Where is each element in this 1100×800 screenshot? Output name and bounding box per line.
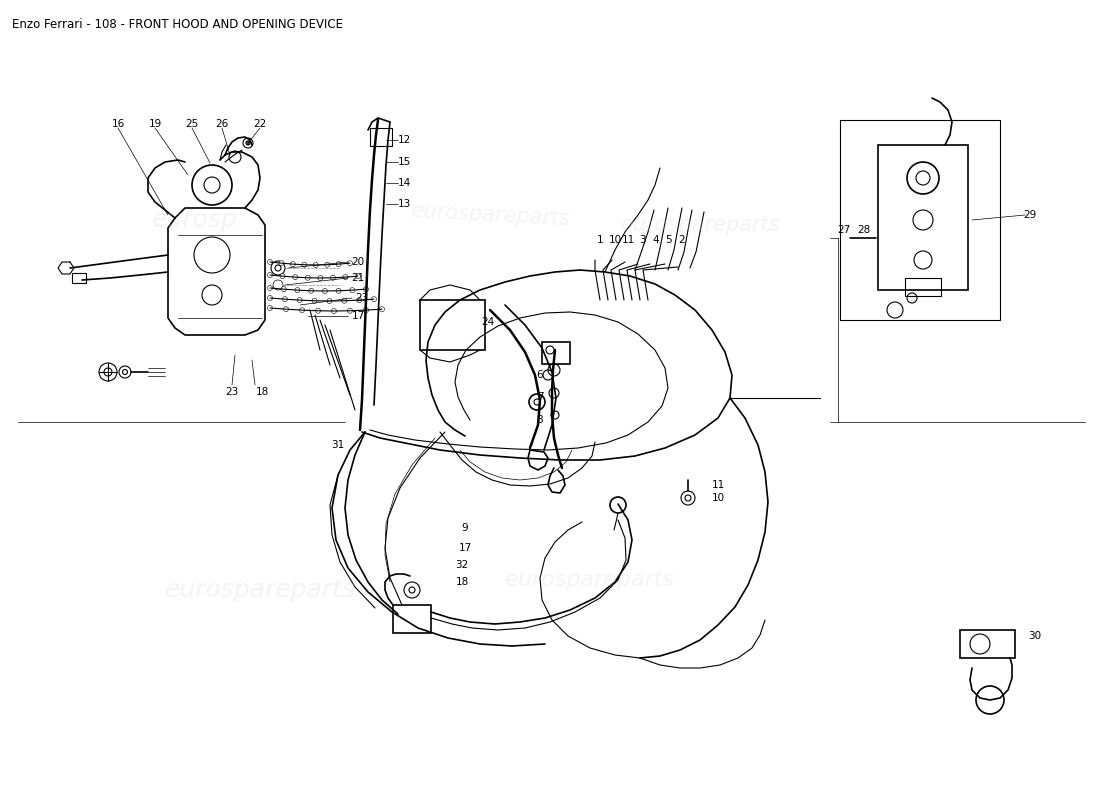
Bar xyxy=(72,273,86,283)
Circle shape xyxy=(301,262,307,267)
Circle shape xyxy=(295,288,300,293)
Text: 6: 6 xyxy=(537,370,543,380)
Text: 11: 11 xyxy=(621,235,635,245)
Text: 29: 29 xyxy=(1023,210,1036,220)
Bar xyxy=(878,145,968,290)
Circle shape xyxy=(282,286,286,292)
Circle shape xyxy=(267,295,273,301)
Text: 5: 5 xyxy=(664,235,671,245)
Circle shape xyxy=(299,308,305,313)
Circle shape xyxy=(312,298,317,303)
Circle shape xyxy=(280,274,285,278)
Circle shape xyxy=(305,275,310,280)
Text: 9: 9 xyxy=(462,523,469,533)
Circle shape xyxy=(267,273,273,278)
Text: 3: 3 xyxy=(639,235,646,245)
Circle shape xyxy=(356,298,362,302)
Text: 20: 20 xyxy=(351,257,364,267)
Text: 18: 18 xyxy=(255,387,268,397)
Circle shape xyxy=(348,261,352,266)
Circle shape xyxy=(350,288,355,293)
Text: eurospareparts: eurospareparts xyxy=(165,578,355,602)
Text: 11: 11 xyxy=(712,480,725,490)
Bar xyxy=(420,300,485,350)
Bar xyxy=(840,120,1000,320)
Circle shape xyxy=(348,308,352,314)
Text: eurospareparts: eurospareparts xyxy=(505,570,675,590)
Bar xyxy=(542,342,570,364)
Bar xyxy=(960,630,1015,658)
Circle shape xyxy=(322,289,328,294)
Circle shape xyxy=(363,286,368,292)
Text: 32: 32 xyxy=(455,560,469,570)
Circle shape xyxy=(316,308,320,314)
Circle shape xyxy=(327,298,332,303)
Circle shape xyxy=(372,297,376,302)
Text: 21: 21 xyxy=(351,273,364,283)
Text: 19: 19 xyxy=(148,119,162,129)
Circle shape xyxy=(293,274,298,280)
Circle shape xyxy=(337,288,341,294)
Circle shape xyxy=(342,298,346,303)
Text: 1: 1 xyxy=(596,235,603,245)
Circle shape xyxy=(331,309,337,314)
Circle shape xyxy=(337,262,341,266)
Circle shape xyxy=(284,306,288,312)
Circle shape xyxy=(379,306,385,312)
Bar xyxy=(370,128,392,146)
Text: 24: 24 xyxy=(482,317,495,327)
Text: 17: 17 xyxy=(351,311,364,321)
Circle shape xyxy=(355,274,361,278)
Text: 27: 27 xyxy=(837,225,850,235)
Text: 12: 12 xyxy=(397,135,410,145)
Circle shape xyxy=(318,275,322,281)
Circle shape xyxy=(309,288,313,294)
Circle shape xyxy=(246,141,250,145)
Text: 23: 23 xyxy=(226,387,239,397)
Text: 31: 31 xyxy=(331,440,344,450)
Circle shape xyxy=(267,306,273,310)
Text: 17: 17 xyxy=(459,543,472,553)
Text: 7: 7 xyxy=(537,392,543,402)
Text: 14: 14 xyxy=(397,178,410,188)
Text: 23: 23 xyxy=(355,293,368,303)
Text: 8: 8 xyxy=(537,415,543,425)
Text: 25: 25 xyxy=(186,119,199,129)
Circle shape xyxy=(290,262,296,266)
Circle shape xyxy=(279,261,284,266)
Circle shape xyxy=(343,274,348,280)
Text: 2: 2 xyxy=(679,235,685,245)
Text: 10: 10 xyxy=(712,493,725,503)
Text: 26: 26 xyxy=(216,119,229,129)
Circle shape xyxy=(314,262,318,267)
Circle shape xyxy=(330,275,336,280)
Circle shape xyxy=(267,259,273,265)
Bar xyxy=(905,278,940,296)
Text: 16: 16 xyxy=(111,119,124,129)
Text: 22: 22 xyxy=(253,119,266,129)
Circle shape xyxy=(297,298,302,302)
Text: eurosp: eurosp xyxy=(152,208,238,232)
Text: eurospareparts: eurospareparts xyxy=(620,215,780,235)
Text: 30: 30 xyxy=(1028,631,1042,641)
Text: 15: 15 xyxy=(397,157,410,167)
Circle shape xyxy=(324,262,330,267)
Circle shape xyxy=(283,297,287,302)
Circle shape xyxy=(267,286,273,290)
Text: 4: 4 xyxy=(652,235,659,245)
Text: Enzo Ferrari - 108 - FRONT HOOD AND OPENING DEVICE: Enzo Ferrari - 108 - FRONT HOOD AND OPEN… xyxy=(12,18,343,31)
Text: eurospareparts: eurospareparts xyxy=(410,201,570,229)
Text: 18: 18 xyxy=(455,577,469,587)
Text: 13: 13 xyxy=(397,199,410,209)
Text: 28: 28 xyxy=(857,225,870,235)
Text: 10: 10 xyxy=(608,235,622,245)
Bar xyxy=(393,605,431,633)
Circle shape xyxy=(363,308,368,313)
